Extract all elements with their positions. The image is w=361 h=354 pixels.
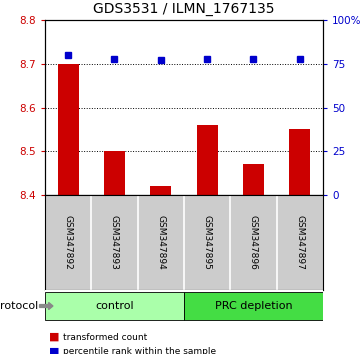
Bar (243, 164, 264, 195)
Text: percentile rank within the sample: percentile rank within the sample (63, 348, 216, 354)
Bar (104, 151, 125, 195)
Title: GDS3531 / ILMN_1767135: GDS3531 / ILMN_1767135 (93, 2, 275, 16)
Bar (58, 64, 79, 195)
Text: PRC depletion: PRC depletion (215, 301, 292, 311)
Text: GSM347893: GSM347893 (110, 215, 119, 270)
Text: ■: ■ (49, 347, 59, 354)
Bar (45, 292, 184, 320)
Text: control: control (95, 301, 134, 311)
Text: transformed count: transformed count (63, 332, 147, 342)
Bar (184, 292, 323, 320)
Text: GSM347897: GSM347897 (295, 215, 304, 270)
Bar (151, 186, 171, 195)
Text: ■: ■ (49, 332, 59, 342)
Bar (197, 125, 218, 195)
Text: GSM347894: GSM347894 (156, 215, 165, 270)
Text: GSM347895: GSM347895 (203, 215, 212, 270)
Bar (290, 129, 310, 195)
Text: protocol: protocol (0, 301, 38, 311)
Text: GSM347892: GSM347892 (64, 215, 73, 270)
Text: GSM347896: GSM347896 (249, 215, 258, 270)
